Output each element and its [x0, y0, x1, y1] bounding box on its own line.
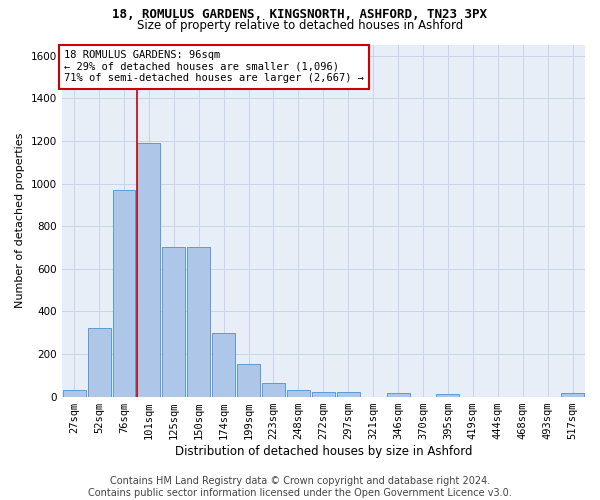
Bar: [262, 382, 285, 396]
Bar: [62, 390, 86, 396]
Bar: [88, 328, 110, 396]
Bar: [287, 390, 310, 396]
X-axis label: Distribution of detached houses by size in Ashford: Distribution of detached houses by size …: [175, 444, 472, 458]
Bar: [386, 394, 410, 396]
Bar: [163, 248, 185, 396]
Bar: [436, 394, 460, 396]
Bar: [561, 394, 584, 396]
Bar: [137, 143, 160, 397]
Bar: [237, 364, 260, 396]
Text: 18, ROMULUS GARDENS, KINGSNORTH, ASHFORD, TN23 3PX: 18, ROMULUS GARDENS, KINGSNORTH, ASHFORD…: [113, 8, 487, 20]
Bar: [312, 392, 335, 396]
Text: 18 ROMULUS GARDENS: 96sqm
← 29% of detached houses are smaller (1,096)
71% of se: 18 ROMULUS GARDENS: 96sqm ← 29% of detac…: [64, 50, 364, 84]
Bar: [337, 392, 360, 396]
Bar: [113, 190, 136, 396]
Y-axis label: Number of detached properties: Number of detached properties: [15, 133, 25, 308]
Text: Size of property relative to detached houses in Ashford: Size of property relative to detached ho…: [137, 19, 463, 32]
Bar: [187, 248, 210, 396]
Bar: [212, 332, 235, 396]
Text: Contains HM Land Registry data © Crown copyright and database right 2024.
Contai: Contains HM Land Registry data © Crown c…: [88, 476, 512, 498]
